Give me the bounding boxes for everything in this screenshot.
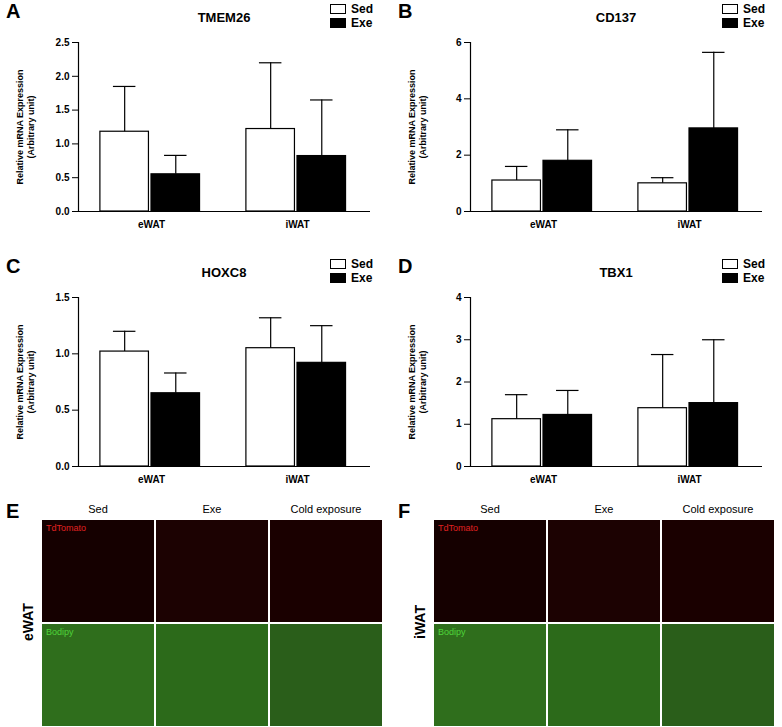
html-text:eWAT: eWAT [20, 603, 36, 641]
html-text:F: F [398, 500, 411, 522]
svg-text:eWAT: eWAT [530, 474, 557, 485]
html-text:Sed: Sed [88, 503, 108, 515]
svg-text:iWAT: iWAT [677, 474, 701, 485]
svg-text:0.5: 0.5 [56, 404, 70, 415]
html-text:Exe: Exe [743, 271, 765, 285]
svg-text:0: 0 [456, 461, 462, 472]
html-text:Bodipy: Bodipy [46, 627, 74, 637]
html-text:B: B [398, 0, 413, 22]
html-text:TdTomato: TdTomato [438, 523, 478, 533]
html-text:Sed: Sed [351, 2, 373, 16]
html-text:Exe: Exe [351, 271, 373, 285]
html-text:Bodipy: Bodipy [438, 627, 466, 637]
html-text:Exe: Exe [202, 503, 222, 515]
html-text:E: E [6, 500, 20, 522]
html-text:iWAT: iWAT [412, 605, 428, 639]
svg-text:eWAT: eWAT [138, 219, 165, 230]
svg-text:4: 4 [456, 93, 462, 104]
html-text:Sed: Sed [351, 257, 373, 271]
html-text:Relative mRNA Expression (Arbi: Relative mRNA Expression (Arbitrary unit… [406, 68, 427, 185]
html-text:Relative mRNA Expression (Arbi: Relative mRNA Expression (Arbitrary unit… [14, 323, 35, 440]
html-text:CD137: CD137 [595, 10, 637, 25]
svg-text:2: 2 [456, 149, 462, 160]
html-text:Cold exposure: Cold exposure [682, 503, 754, 515]
svg-text:iWAT: iWAT [285, 474, 309, 485]
svg-text:6: 6 [456, 37, 462, 48]
html-text:Relative mRNA Expression (Arbi: Relative mRNA Expression (Arbitrary unit… [406, 323, 427, 440]
svg-text:3: 3 [456, 334, 462, 345]
svg-text:iWAT: iWAT [677, 219, 701, 230]
html-text:Sed: Sed [743, 2, 765, 16]
svg-text:1.0: 1.0 [56, 138, 70, 149]
svg-text:0.0: 0.0 [56, 206, 70, 217]
html-text:Sed: Sed [480, 503, 500, 515]
html-text:Sed: Sed [743, 257, 765, 271]
svg-text:2: 2 [456, 376, 462, 387]
svg-text:0.5: 0.5 [56, 172, 70, 183]
svg-text:0: 0 [456, 206, 462, 217]
svg-text:1.0: 1.0 [56, 348, 70, 359]
html-text:TBX1: TBX1 [599, 265, 633, 280]
svg-text:4: 4 [456, 292, 462, 303]
html-text:Exe: Exe [743, 16, 765, 30]
html-text:D: D [398, 255, 413, 277]
svg-text:2.0: 2.0 [56, 71, 70, 82]
svg-text:eWAT: eWAT [530, 219, 557, 230]
html-text:Exe: Exe [351, 16, 373, 30]
html-text:Relative mRNA Expression (Arbi: Relative mRNA Expression (Arbitrary unit… [14, 68, 35, 185]
svg-text:0.0: 0.0 [56, 461, 70, 472]
svg-text:1.5: 1.5 [56, 292, 70, 303]
html-text:Cold exposure: Cold exposure [290, 503, 362, 515]
svg-text:iWAT: iWAT [285, 219, 309, 230]
svg-text:2.5: 2.5 [56, 37, 70, 48]
html-text:TMEM26: TMEM26 [197, 10, 251, 25]
html-text:C: C [6, 255, 21, 277]
html-text:HOXC8: HOXC8 [201, 265, 247, 280]
html-text:TdTomato: TdTomato [46, 523, 86, 533]
svg-text:1.5: 1.5 [56, 104, 70, 115]
svg-text:eWAT: eWAT [138, 474, 165, 485]
html-text:A: A [6, 0, 21, 22]
svg-text:1: 1 [456, 418, 462, 429]
html-text:Exe: Exe [594, 503, 614, 515]
